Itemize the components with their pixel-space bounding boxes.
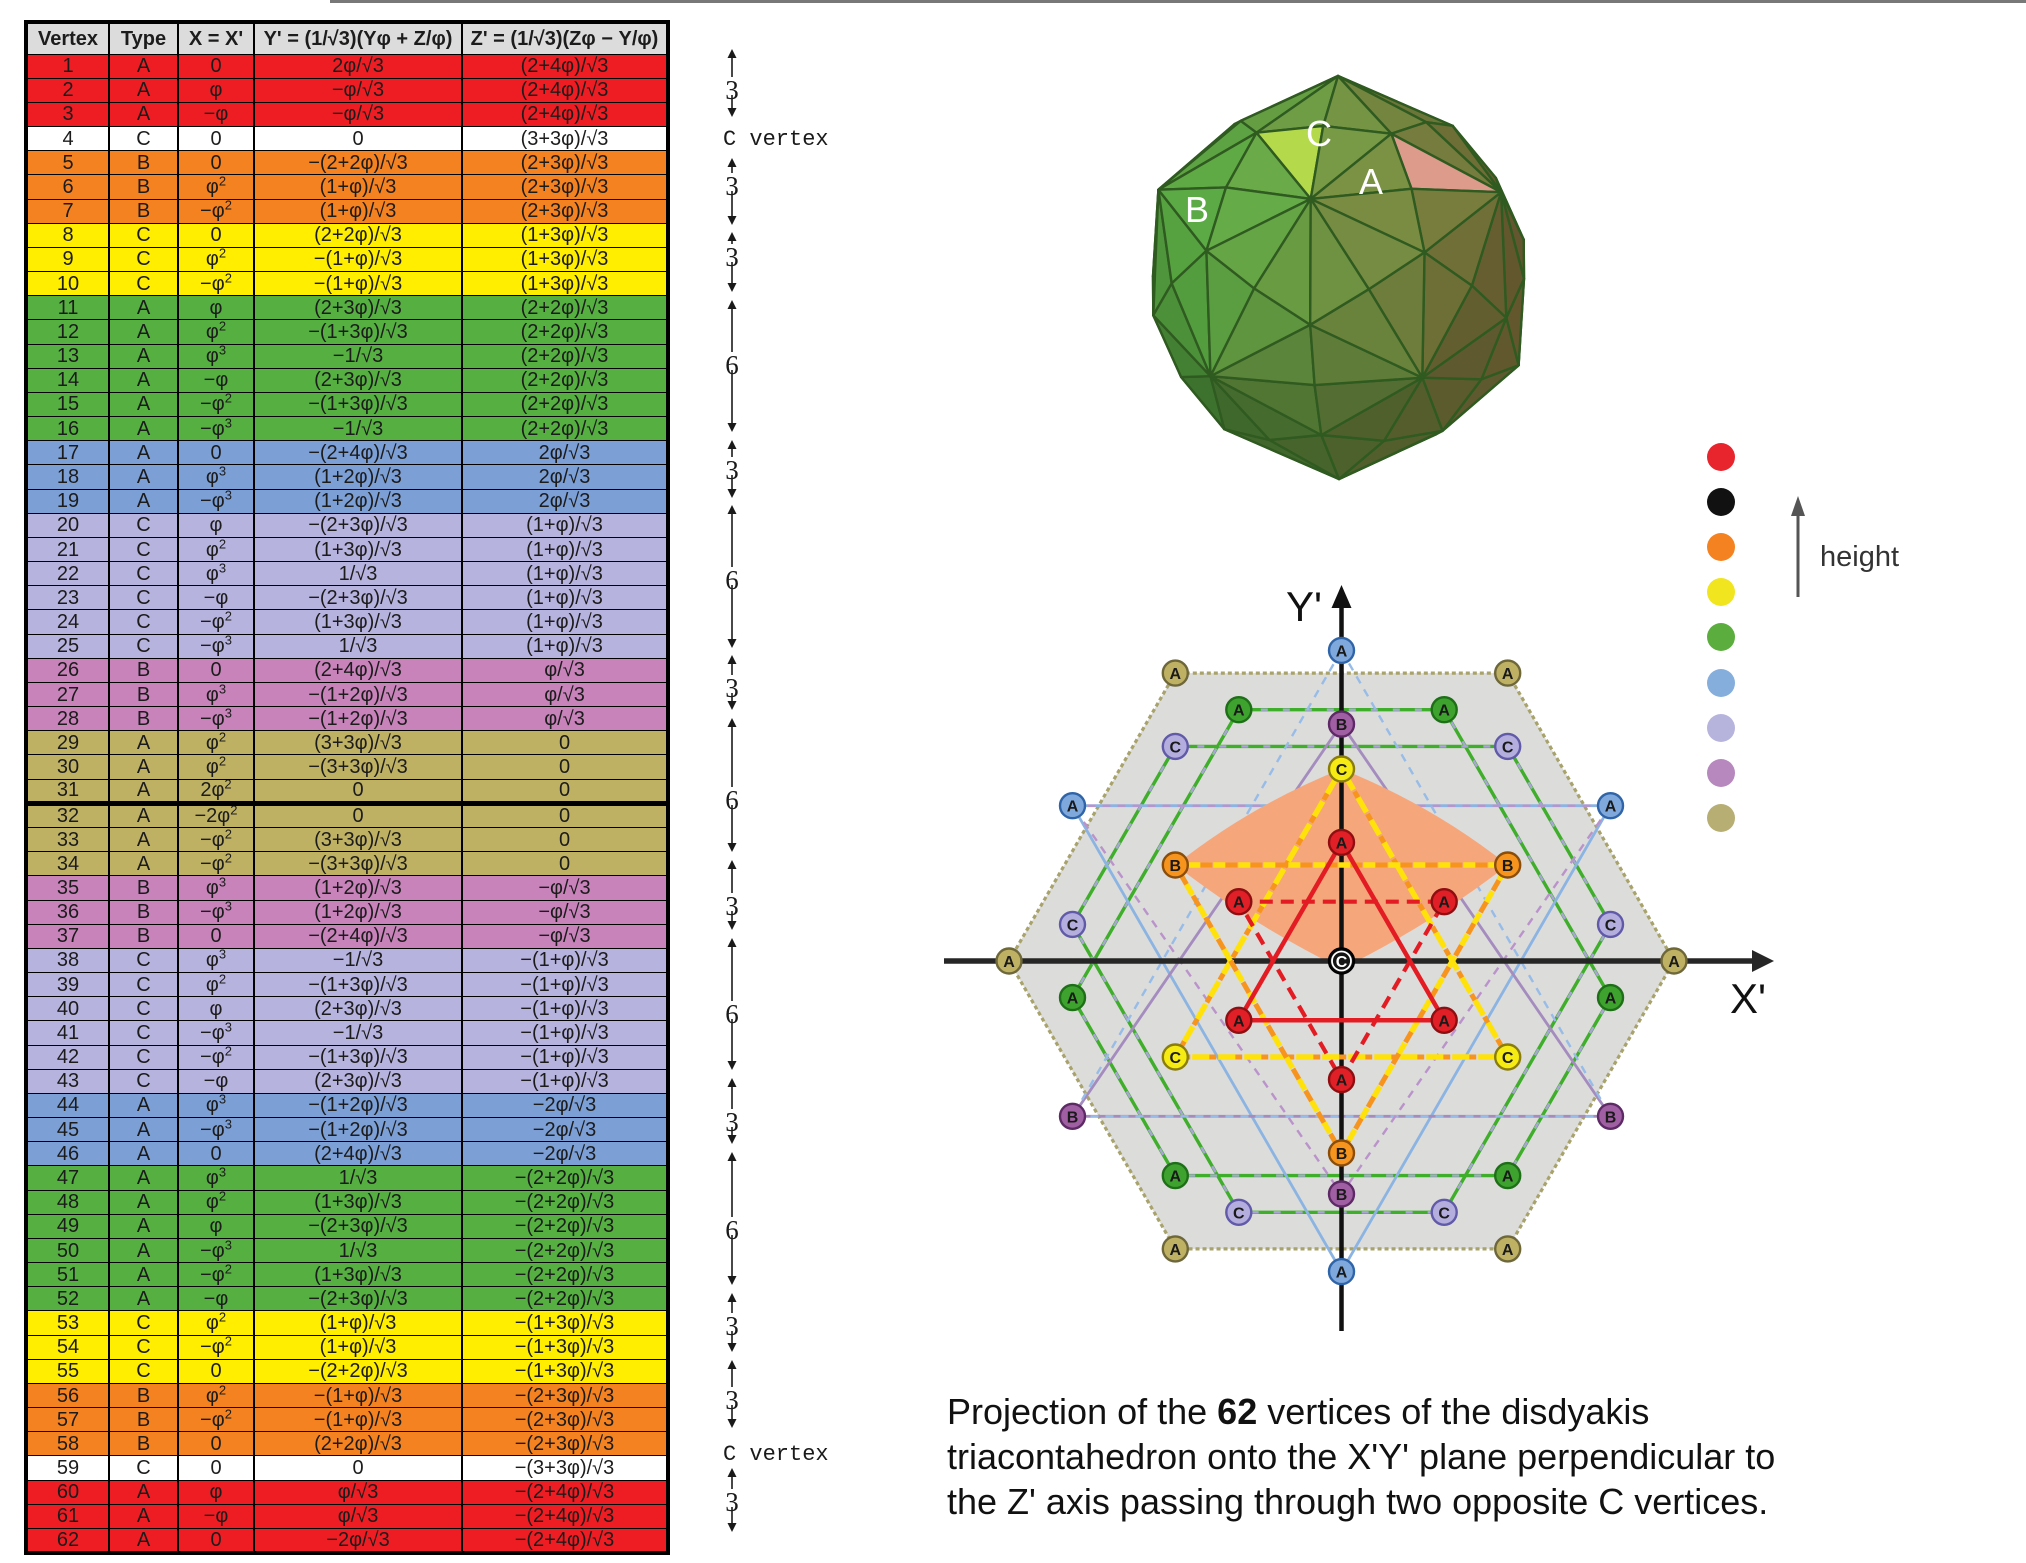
svg-text:A: A [1438,895,1450,912]
svg-text:height: height [1820,541,1899,573]
svg-text:B: B [1502,858,1514,875]
svg-text:3: 3 [725,1487,739,1517]
svg-text:A: A [1502,666,1514,683]
svg-text:A: A [1233,1013,1245,1030]
svg-text:C: C [1438,1205,1450,1222]
svg-text:A: A [1336,1073,1348,1090]
svg-text:A: A [1502,1242,1514,1259]
svg-text:C: C [1170,739,1182,756]
svg-text:A: A [1233,703,1245,720]
svg-text:C: C [1233,1205,1245,1222]
svg-text:A: A [1170,666,1182,683]
svg-text:3: 3 [725,1311,739,1341]
svg-text:3: 3 [725,75,739,105]
svg-text:A: A [1668,954,1680,971]
svg-text:A: A [1502,1169,1514,1186]
svg-text:3: 3 [725,455,739,485]
svg-text:A: A [1233,895,1245,912]
svg-text:X': X' [1730,975,1766,1022]
svg-text:Y': Y' [1286,583,1322,630]
svg-text:A: A [1336,643,1348,660]
svg-text:A: A [1170,1242,1182,1259]
svg-text:C: C [1067,917,1079,934]
svg-text:C: C [1502,739,1514,756]
svg-text:A: A [1067,991,1079,1008]
svg-text:3: 3 [725,171,739,201]
svg-text:C vertex: C vertex [723,127,829,152]
svg-text:A: A [1170,1169,1182,1186]
svg-text:A: A [1605,799,1617,816]
svg-text:B: B [1336,1187,1348,1204]
svg-text:C vertex: C vertex [723,1442,829,1467]
svg-text:C: C [1306,113,1332,154]
svg-text:B: B [1336,1146,1348,1163]
svg-text:C: C [1502,1050,1514,1067]
svg-text:6: 6 [725,785,739,815]
svg-text:B: B [1605,1109,1617,1126]
svg-text:3: 3 [725,673,739,703]
svg-text:C: C [1170,1050,1182,1067]
svg-text:6: 6 [725,999,739,1029]
svg-text:A: A [1067,799,1079,816]
svg-text:3: 3 [725,891,739,921]
svg-text:A: A [1438,703,1450,720]
svg-text:3: 3 [725,242,739,272]
svg-text:3: 3 [725,1385,739,1415]
svg-text:B: B [1067,1109,1079,1126]
svg-text:B: B [1336,717,1348,734]
svg-text:B: B [1185,189,1209,230]
svg-text:6: 6 [725,350,739,380]
svg-text:6: 6 [725,1215,739,1245]
svg-text:C: C [1605,917,1617,934]
svg-text:A: A [1605,991,1617,1008]
svg-text:A: A [1336,835,1348,852]
svg-text:3: 3 [725,1107,739,1137]
svg-text:C: C [1336,954,1348,971]
svg-text:C: C [1336,762,1348,779]
svg-text:A: A [1359,161,1383,202]
svg-text:A: A [1438,1013,1450,1030]
svg-text:6: 6 [725,565,739,595]
svg-text:A: A [1336,1265,1348,1282]
svg-text:A: A [1003,954,1015,971]
svg-text:B: B [1170,858,1182,875]
